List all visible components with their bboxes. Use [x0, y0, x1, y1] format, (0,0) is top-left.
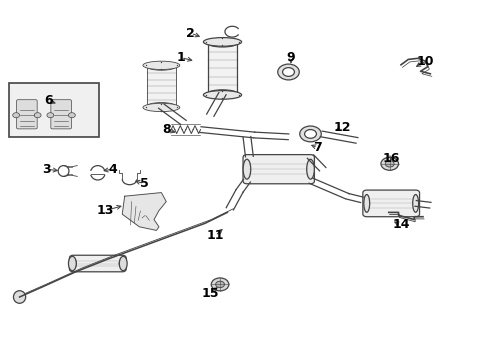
Ellipse shape [142, 61, 180, 69]
Circle shape [304, 130, 316, 138]
Ellipse shape [207, 39, 237, 47]
Text: 14: 14 [391, 219, 409, 231]
FancyBboxPatch shape [362, 190, 419, 217]
Ellipse shape [14, 291, 26, 303]
Text: 9: 9 [286, 51, 295, 64]
Ellipse shape [119, 256, 127, 271]
Circle shape [385, 161, 393, 167]
Polygon shape [122, 193, 166, 230]
Ellipse shape [412, 194, 418, 212]
FancyBboxPatch shape [51, 100, 71, 129]
Bar [207, 43, 237, 94]
Text: 13: 13 [96, 204, 114, 217]
Text: 8: 8 [162, 123, 170, 136]
Bar [147, 67, 175, 106]
Ellipse shape [119, 259, 125, 268]
Text: 4: 4 [108, 163, 117, 176]
Text: 6: 6 [44, 94, 53, 107]
Text: 2: 2 [186, 27, 195, 40]
Ellipse shape [203, 37, 241, 46]
Circle shape [277, 64, 299, 80]
Text: 11: 11 [206, 229, 224, 242]
Circle shape [47, 113, 54, 118]
Circle shape [380, 157, 398, 170]
Circle shape [215, 281, 224, 288]
Ellipse shape [243, 159, 250, 179]
Bar [9, 83, 99, 137]
Ellipse shape [70, 259, 76, 268]
Ellipse shape [68, 256, 76, 271]
Circle shape [211, 278, 228, 291]
Ellipse shape [142, 103, 180, 112]
Circle shape [68, 113, 75, 118]
Text: 3: 3 [42, 163, 51, 176]
Ellipse shape [203, 91, 241, 99]
Ellipse shape [306, 159, 314, 179]
FancyBboxPatch shape [69, 255, 126, 272]
Ellipse shape [147, 63, 175, 70]
Text: 16: 16 [382, 152, 399, 165]
Text: 10: 10 [416, 55, 433, 68]
Ellipse shape [147, 103, 175, 110]
Circle shape [34, 113, 41, 118]
Ellipse shape [363, 194, 369, 212]
FancyBboxPatch shape [243, 155, 314, 184]
FancyBboxPatch shape [17, 100, 37, 129]
Circle shape [299, 126, 321, 142]
Text: 7: 7 [313, 141, 322, 154]
Text: 15: 15 [201, 287, 219, 300]
Circle shape [13, 113, 20, 118]
Ellipse shape [207, 90, 237, 97]
Circle shape [282, 68, 294, 76]
Text: 12: 12 [333, 121, 350, 134]
Text: 1: 1 [176, 51, 185, 64]
Text: 5: 5 [140, 177, 148, 190]
